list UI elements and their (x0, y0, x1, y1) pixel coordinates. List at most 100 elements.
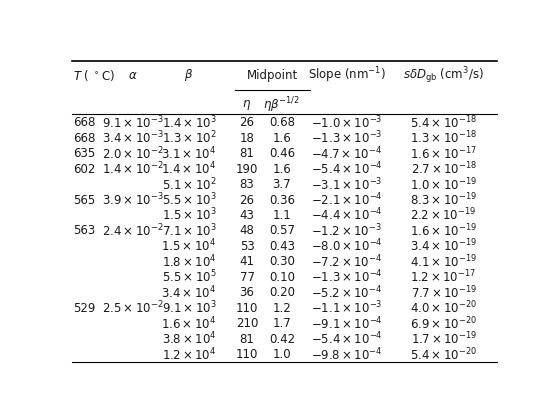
Text: 0.68: 0.68 (269, 116, 295, 129)
Text: $4.0 \times 10^{-20}$: $4.0 \times 10^{-20}$ (410, 300, 477, 317)
Text: $2.4 \times 10^{-2}$: $2.4 \times 10^{-2}$ (102, 222, 164, 239)
Text: $-1.0 \times 10^{-3}$: $-1.0 \times 10^{-3}$ (311, 115, 382, 131)
Text: $-1.2 \times 10^{-3}$: $-1.2 \times 10^{-3}$ (311, 222, 382, 239)
Text: $s\delta D_{\rm gb}$ (cm$^3$/s): $s\delta D_{\rm gb}$ (cm$^3$/s) (403, 65, 484, 85)
Text: 41: 41 (240, 255, 255, 269)
Text: $4.1 \times 10^{-19}$: $4.1 \times 10^{-19}$ (410, 254, 477, 270)
Text: 83: 83 (240, 178, 254, 191)
Text: $\eta\beta^{-1/2}$: $\eta\beta^{-1/2}$ (264, 95, 300, 115)
Text: $2.5 \times 10^{-2}$: $2.5 \times 10^{-2}$ (102, 300, 164, 317)
Text: 18: 18 (240, 132, 254, 145)
Text: 1.0: 1.0 (273, 348, 291, 361)
Text: 565: 565 (73, 193, 95, 207)
Text: 602: 602 (73, 163, 95, 176)
Text: 110: 110 (236, 302, 258, 315)
Text: $-5.2 \times 10^{-4}$: $-5.2 \times 10^{-4}$ (311, 284, 382, 301)
Text: $6.9 \times 10^{-20}$: $6.9 \times 10^{-20}$ (410, 315, 477, 332)
Text: 0.42: 0.42 (269, 333, 295, 346)
Text: $8.3 \times 10^{-19}$: $8.3 \times 10^{-19}$ (410, 192, 477, 208)
Text: $-4.4 \times 10^{-4}$: $-4.4 \times 10^{-4}$ (311, 207, 382, 224)
Text: $T$ ( $^\circ$C): $T$ ( $^\circ$C) (73, 68, 115, 83)
Text: $2.0 \times 10^{-2}$: $2.0 \times 10^{-2}$ (102, 145, 164, 162)
Text: $1.3 \times 10^{-18}$: $1.3 \times 10^{-18}$ (410, 130, 477, 146)
Text: $7.1 \times 10^{3}$: $7.1 \times 10^{3}$ (162, 222, 216, 239)
Text: 0.57: 0.57 (269, 225, 295, 237)
Text: $-9.1 \times 10^{-4}$: $-9.1 \times 10^{-4}$ (311, 315, 382, 332)
Text: $1.6 \times 10^{-19}$: $1.6 \times 10^{-19}$ (410, 222, 477, 239)
Text: $3.1 \times 10^{4}$: $3.1 \times 10^{4}$ (162, 145, 216, 162)
Text: $1.2 \times 10^{-17}$: $1.2 \times 10^{-17}$ (411, 269, 477, 286)
Text: $-7.2 \times 10^{-4}$: $-7.2 \times 10^{-4}$ (311, 254, 382, 270)
Text: $\beta$: $\beta$ (184, 67, 194, 83)
Text: $5.4 \times 10^{-18}$: $5.4 \times 10^{-18}$ (410, 115, 477, 131)
Text: 81: 81 (240, 333, 254, 346)
Text: $3.9 \times 10^{-3}$: $3.9 \times 10^{-3}$ (102, 192, 164, 208)
Text: $-1.1 \times 10^{-3}$: $-1.1 \times 10^{-3}$ (311, 300, 382, 317)
Text: 210: 210 (236, 317, 258, 330)
Text: $5.5 \times 10^{3}$: $5.5 \times 10^{3}$ (162, 192, 216, 208)
Text: $5.5 \times 10^{5}$: $5.5 \times 10^{5}$ (162, 269, 216, 286)
Text: 36: 36 (240, 286, 254, 299)
Text: 3.7: 3.7 (273, 178, 291, 191)
Text: $1.5 \times 10^{4}$: $1.5 \times 10^{4}$ (162, 238, 216, 255)
Text: $7.7 \times 10^{-19}$: $7.7 \times 10^{-19}$ (411, 284, 477, 301)
Text: $-5.4 \times 10^{-4}$: $-5.4 \times 10^{-4}$ (311, 331, 382, 347)
Text: $1.0 \times 10^{-19}$: $1.0 \times 10^{-19}$ (410, 176, 477, 193)
Text: 0.46: 0.46 (269, 147, 295, 160)
Text: Slope (nm$^{-1}$): Slope (nm$^{-1}$) (308, 66, 386, 85)
Text: 1.7: 1.7 (273, 317, 291, 330)
Text: 48: 48 (240, 225, 254, 237)
Text: $5.4 \times 10^{-20}$: $5.4 \times 10^{-20}$ (410, 346, 477, 363)
Text: 81: 81 (240, 147, 254, 160)
Text: $2.7 \times 10^{-18}$: $2.7 \times 10^{-18}$ (411, 161, 477, 177)
Text: 1.6: 1.6 (273, 163, 291, 176)
Text: $1.4 \times 10^{-2}$: $1.4 \times 10^{-2}$ (102, 161, 164, 177)
Text: $1.3 \times 10^{2}$: $1.3 \times 10^{2}$ (162, 130, 216, 146)
Text: $-1.3 \times 10^{-4}$: $-1.3 \times 10^{-4}$ (311, 269, 382, 286)
Text: Midpoint: Midpoint (247, 69, 298, 82)
Text: $9.1 \times 10^{-3}$: $9.1 \times 10^{-3}$ (102, 115, 164, 131)
Text: $2.2 \times 10^{-19}$: $2.2 \times 10^{-19}$ (411, 207, 477, 224)
Text: 635: 635 (73, 147, 95, 160)
Text: 668: 668 (73, 132, 95, 145)
Text: 110: 110 (236, 348, 258, 361)
Text: $3.4 \times 10^{-3}$: $3.4 \times 10^{-3}$ (102, 130, 164, 146)
Text: $-4.7 \times 10^{-4}$: $-4.7 \times 10^{-4}$ (311, 145, 382, 162)
Text: $9.1 \times 10^{3}$: $9.1 \times 10^{3}$ (162, 300, 216, 317)
Text: 1.6: 1.6 (273, 132, 291, 145)
Text: $3.8 \times 10^{4}$: $3.8 \times 10^{4}$ (162, 331, 216, 347)
Text: $-8.0 \times 10^{-4}$: $-8.0 \times 10^{-4}$ (311, 238, 382, 255)
Text: 563: 563 (73, 225, 95, 237)
Text: $-5.4 \times 10^{-4}$: $-5.4 \times 10^{-4}$ (311, 161, 382, 177)
Text: $3.4 \times 10^{4}$: $3.4 \times 10^{4}$ (162, 284, 216, 301)
Text: $1.6 \times 10^{-17}$: $1.6 \times 10^{-17}$ (410, 145, 477, 162)
Text: 77: 77 (240, 271, 255, 284)
Text: 0.30: 0.30 (269, 255, 295, 269)
Text: 0.10: 0.10 (269, 271, 295, 284)
Text: 43: 43 (240, 209, 254, 222)
Text: $1.5 \times 10^{3}$: $1.5 \times 10^{3}$ (162, 207, 216, 224)
Text: $1.6 \times 10^{4}$: $1.6 \times 10^{4}$ (162, 315, 216, 332)
Text: $1.4 \times 10^{3}$: $1.4 \times 10^{3}$ (162, 115, 216, 131)
Text: $-9.8 \times 10^{-4}$: $-9.8 \times 10^{-4}$ (311, 346, 382, 363)
Text: $1.7 \times 10^{-19}$: $1.7 \times 10^{-19}$ (411, 331, 477, 347)
Text: $3.4 \times 10^{-19}$: $3.4 \times 10^{-19}$ (410, 238, 477, 255)
Text: 668: 668 (73, 116, 95, 129)
Text: $1.2 \times 10^{4}$: $1.2 \times 10^{4}$ (162, 346, 216, 363)
Text: 1.2: 1.2 (273, 302, 291, 315)
Text: 53: 53 (240, 240, 254, 253)
Text: $-3.1 \times 10^{-3}$: $-3.1 \times 10^{-3}$ (311, 176, 382, 193)
Text: $-2.1 \times 10^{-4}$: $-2.1 \times 10^{-4}$ (311, 192, 382, 208)
Text: $\eta$: $\eta$ (243, 98, 251, 112)
Text: $1.4 \times 10^{4}$: $1.4 \times 10^{4}$ (162, 161, 216, 177)
Text: $5.1 \times 10^{2}$: $5.1 \times 10^{2}$ (162, 176, 216, 193)
Text: 0.36: 0.36 (269, 193, 295, 207)
Text: $1.8 \times 10^{4}$: $1.8 \times 10^{4}$ (162, 254, 216, 270)
Text: 26: 26 (240, 116, 255, 129)
Text: 190: 190 (236, 163, 258, 176)
Text: 0.43: 0.43 (269, 240, 295, 253)
Text: 1.1: 1.1 (273, 209, 291, 222)
Text: 0.20: 0.20 (269, 286, 295, 299)
Text: 529: 529 (73, 302, 95, 315)
Text: $-1.3 \times 10^{-3}$: $-1.3 \times 10^{-3}$ (311, 130, 382, 146)
